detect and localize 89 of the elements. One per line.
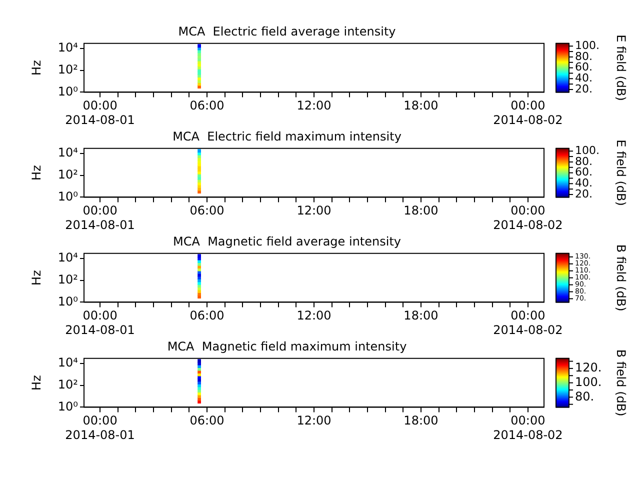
- y-tick-label: 10²: [58, 272, 78, 287]
- y-tick-label: 10²: [58, 168, 78, 182]
- point: [198, 71, 201, 75]
- y-axis-title: Hz: [29, 60, 44, 76]
- color-bar-label: 100.: [575, 374, 602, 389]
- point: [198, 256, 201, 260]
- x-tick-label: 00:00 2014-08-02: [493, 414, 563, 442]
- color-bar-label: 20.: [575, 187, 592, 200]
- point: [198, 44, 201, 48]
- y-tick-label: 10⁰: [58, 189, 78, 204]
- point: [198, 190, 201, 194]
- point: [198, 176, 201, 180]
- color-bar-label: 80.: [575, 154, 592, 168]
- point: [198, 152, 201, 156]
- x-tick-label: 18:00: [404, 204, 438, 218]
- x-tick-label: 06:00: [190, 414, 224, 428]
- color-bar-label: 20.: [575, 82, 592, 96]
- point: [198, 85, 201, 88]
- y-tick-label: 10²: [58, 378, 78, 392]
- x-tick-label: 12:00: [296, 204, 332, 218]
- color-bar-label: 80.: [575, 50, 592, 63]
- x-tick-label: 00:00 2014-08-02: [493, 98, 563, 127]
- point: [198, 400, 201, 404]
- x-tick-label: 00:00 2014-08-01: [65, 98, 135, 127]
- point: [198, 376, 201, 379]
- point: [198, 392, 201, 396]
- y-tick-label: 10⁴: [58, 250, 78, 265]
- color-bar-label: 60.: [575, 60, 592, 74]
- x-tick-label: 18:00: [404, 414, 438, 428]
- y-tick-label: 10⁴: [58, 356, 78, 370]
- point: [198, 46, 201, 50]
- color-bar-label: 60.: [575, 166, 592, 179]
- point: [198, 359, 201, 363]
- point: [198, 386, 201, 390]
- y-axis-title: Hz: [29, 165, 44, 180]
- point: [198, 295, 201, 298]
- x-tick-label: 00:00 2014-08-01: [65, 414, 135, 442]
- x-tick-label: 00:00 2014-08-01: [65, 204, 135, 232]
- point: [198, 157, 201, 161]
- point: [198, 380, 201, 384]
- chart-title: MCA Electric field maximum intensity: [172, 129, 402, 144]
- chart-title: MCA Electric field average intensity: [178, 24, 396, 38]
- y-tick-label: 10⁴: [58, 146, 78, 160]
- point: [198, 182, 201, 186]
- color-bar-label: 80.: [575, 389, 594, 404]
- point: [198, 52, 201, 56]
- point: [198, 286, 201, 290]
- color-bar-title: B field (dB): [614, 349, 628, 416]
- color-bar-label: 40.: [575, 176, 592, 190]
- point: [198, 270, 201, 274]
- x-tick-label: 06:00: [190, 308, 224, 323]
- point: [198, 281, 201, 285]
- point: [198, 262, 201, 266]
- x-tick-label: 12:00: [296, 308, 332, 323]
- x-tick-label: 12:00: [296, 414, 332, 428]
- y-tick-label: 10⁰: [58, 399, 78, 414]
- y-axis-title: Hz: [29, 375, 44, 390]
- point: [198, 60, 201, 64]
- chart-title: MCA Magnetic field maximum intensity: [167, 339, 407, 354]
- y-tick-label: 10⁰: [58, 294, 78, 308]
- x-tick-label: 06:00: [190, 204, 224, 218]
- color-bar-title: B field (dB): [614, 244, 628, 312]
- point: [198, 149, 201, 153]
- y-tick-label: 10⁴: [58, 40, 78, 55]
- color-bar-label: 100.: [575, 144, 600, 157]
- color-bar-label: 120.: [575, 360, 602, 375]
- x-tick-label: 12:00: [296, 98, 332, 113]
- point: [198, 76, 201, 80]
- y-tick-label: 10⁰: [58, 84, 78, 98]
- point: [198, 166, 201, 169]
- color-bar-title: E field (dB): [614, 34, 628, 101]
- point: [198, 254, 201, 258]
- point: [198, 362, 201, 366]
- point: [198, 66, 201, 70]
- chart-title: MCA Magnetic field average intensity: [172, 234, 402, 248]
- point: [198, 367, 201, 371]
- color-bar-label: 40.: [575, 72, 592, 85]
- x-tick-label: 18:00: [404, 308, 438, 323]
- point: [198, 276, 201, 280]
- x-tick-label: 00:00 2014-08-01: [65, 308, 135, 337]
- x-tick-label: 18:00: [404, 98, 438, 113]
- point: [198, 170, 201, 174]
- y-axis-title: Hz: [29, 270, 44, 286]
- x-tick-label: 00:00 2014-08-02: [493, 308, 563, 337]
- y-tick-label: 10²: [58, 62, 78, 77]
- x-tick-label: 00:00 2014-08-02: [493, 204, 563, 232]
- x-tick-label: 06:00: [190, 98, 224, 113]
- color-bar-title: E field (dB): [614, 140, 628, 206]
- color-bar-label: 100.: [575, 38, 600, 52]
